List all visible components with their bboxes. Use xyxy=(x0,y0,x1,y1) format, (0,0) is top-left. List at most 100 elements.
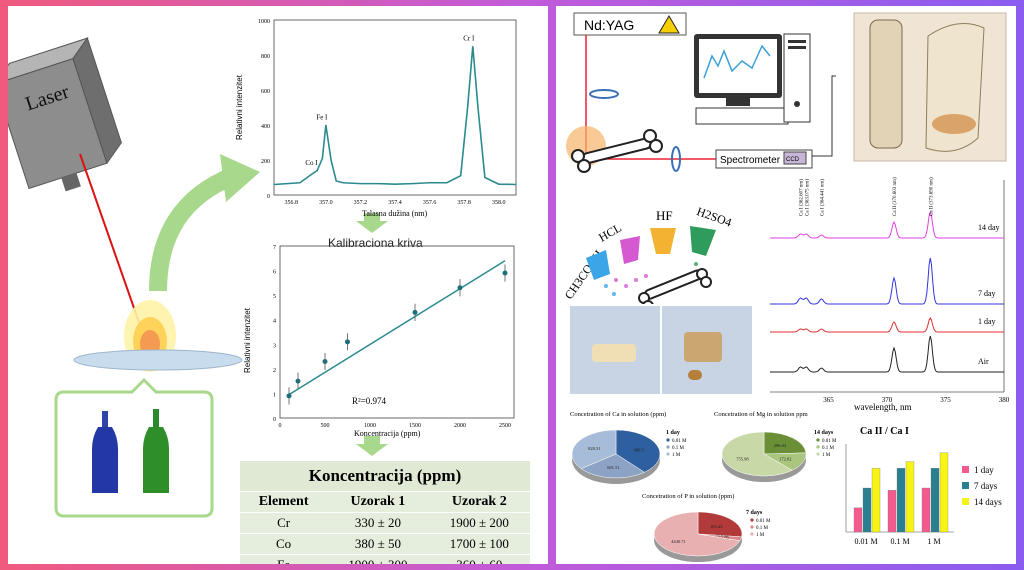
peak-label: Cr I xyxy=(463,35,475,43)
libs-series-line xyxy=(770,316,1004,333)
spectrum-xtick: 356.8 xyxy=(285,200,299,206)
table-cell: 330 ± 20 xyxy=(327,512,429,534)
pie-slice xyxy=(571,429,617,469)
laser-illustration: Laser xyxy=(8,37,388,518)
pie-charts: Concetration of Ca in solution (ppm) 1 d… xyxy=(570,411,1002,562)
libs-peak-label: Ca I (363.075 nm) xyxy=(805,179,810,216)
pie-legend-label: 0.1 M xyxy=(756,526,769,531)
spectrum-xtick: 357.0 xyxy=(319,200,333,206)
table-cell: 1900 ± 300 xyxy=(327,554,429,564)
bar-category-label: 0.1 M xyxy=(890,537,909,546)
calibration-ytick: 5 xyxy=(273,294,276,300)
fit-line xyxy=(288,260,506,396)
calibration-xlabel: Koncentracija (ppm) xyxy=(354,429,421,438)
bar xyxy=(887,490,897,533)
pie-slice xyxy=(697,511,743,538)
pie-value-label: 172.82 xyxy=(779,457,791,462)
legend-marker xyxy=(816,452,820,456)
bar xyxy=(896,468,906,533)
bar-legend-label: 14 days xyxy=(974,497,1002,507)
libs-xtick: 380 xyxy=(999,396,1010,404)
calibration-ytick: 2 xyxy=(273,368,276,374)
laser-device xyxy=(8,37,122,192)
calibration-ytick: 1 xyxy=(273,392,276,398)
pie-legend-label: 1 M xyxy=(756,533,765,538)
libs-series-line xyxy=(770,210,1004,239)
peak-label: Fe I xyxy=(316,113,328,121)
data-point xyxy=(286,393,292,399)
pie-value-label: 4440.71 xyxy=(671,539,686,544)
spectrum-ytick: 0 xyxy=(267,194,270,200)
pie-value-label: 1715.86 xyxy=(714,535,729,540)
calibration-xtick: 2000 xyxy=(454,423,466,429)
calibration-r2: R²=0.974 xyxy=(352,396,387,406)
bottles-bubble xyxy=(54,377,214,518)
pie-slice xyxy=(615,429,661,473)
bone-fragment xyxy=(592,344,636,362)
pie-p-title: Concetration of P in solution (ppm) xyxy=(642,493,734,500)
computer-icon xyxy=(694,33,811,125)
table-cell: 1700 ± 100 xyxy=(428,533,530,555)
libs-series-label: 7 day xyxy=(978,289,996,298)
calibration-ytick: 0 xyxy=(273,417,276,423)
bar-chart-title: Ca II / Ca I xyxy=(860,426,909,437)
pie-mg-days: 14 days xyxy=(814,430,834,436)
libs-series-label: 14 day xyxy=(978,223,1000,232)
bar xyxy=(853,507,863,533)
table-cell: Cr xyxy=(240,512,328,534)
libs-series-line xyxy=(770,257,1004,305)
down-arrow-2 xyxy=(356,436,388,456)
acids-illustration: CH3COOH HCL HF H2SO4 xyxy=(562,204,734,304)
libs-series-label: 1 day xyxy=(978,317,996,326)
flask-icon xyxy=(586,250,610,280)
table-header: Uzorak 1 xyxy=(327,491,429,513)
calibration-frame xyxy=(279,245,515,419)
pie-legend-label: 0.01 M xyxy=(756,519,771,524)
spectrum-ytick: 800 xyxy=(261,54,270,60)
bone-icon xyxy=(638,268,712,304)
right-panel: Nd:YAG Spectrometer CCD xyxy=(556,6,1016,564)
flask-icon xyxy=(620,236,640,264)
libs-peak-label: Ca II (373.690 nm) xyxy=(929,177,934,216)
spectrum-xtick: 357.4 xyxy=(388,200,402,206)
setup-illustration: Nd:YAG Spectrometer CCD xyxy=(566,12,1007,173)
table-header: Element xyxy=(240,491,328,513)
bar xyxy=(862,487,872,533)
calibration-xtick: 2500 xyxy=(499,423,511,429)
acid-label: H2SO4 xyxy=(695,204,734,229)
flask-icon xyxy=(690,226,716,256)
pie-legend-label: 0.01 M xyxy=(822,439,837,444)
bar-legend-label: 1 day xyxy=(974,465,994,475)
lens-icon xyxy=(671,146,681,172)
spectrum-ytick: 200 xyxy=(261,159,270,165)
data-point xyxy=(502,270,508,276)
spectrum-ytick: 1000 xyxy=(258,19,270,25)
concentration-table: Koncentracija (ppm) Element Uzorak 1 Uzo… xyxy=(240,460,530,564)
legend-marker xyxy=(750,525,754,529)
acid-label: HCL xyxy=(596,220,624,244)
libs-series-label: Air xyxy=(978,357,989,366)
pie-ca-title: Concetration of Ca in solution (ppm) xyxy=(570,411,666,418)
calibration-ytick: 7 xyxy=(273,245,276,251)
pie-legend-label: 1 M xyxy=(822,453,831,458)
bone-fragment xyxy=(684,332,722,362)
table-row: Fe 1900 ± 300 360 ± 60 xyxy=(240,554,530,564)
curved-arrow xyxy=(149,167,237,292)
pie-value-label: 296.43 xyxy=(774,443,787,448)
legend-marker xyxy=(666,452,670,456)
ccd-label: CCD xyxy=(786,157,800,163)
legend-marker xyxy=(666,438,670,442)
spectrum-ytick: 600 xyxy=(261,89,270,95)
spectrum-xtick: 358.0 xyxy=(492,200,506,206)
pie-p-days: 7 days xyxy=(746,510,763,516)
legend-marker xyxy=(816,445,820,449)
spectrum-xtick: 357.8 xyxy=(457,200,471,206)
data-point xyxy=(412,309,418,315)
calibration-xtick: 1000 xyxy=(364,423,376,429)
calibration-ytick: 6 xyxy=(273,270,276,276)
calibration-xtick: 0 xyxy=(279,423,282,429)
data-point xyxy=(322,358,328,364)
pie-p: 183.43 1715.86 4440.71 0.01 M 0.1 M 1 M xyxy=(653,511,771,562)
legend-marker xyxy=(962,466,969,473)
spectrum-ylabel: Relativni intenzitet xyxy=(235,74,244,140)
